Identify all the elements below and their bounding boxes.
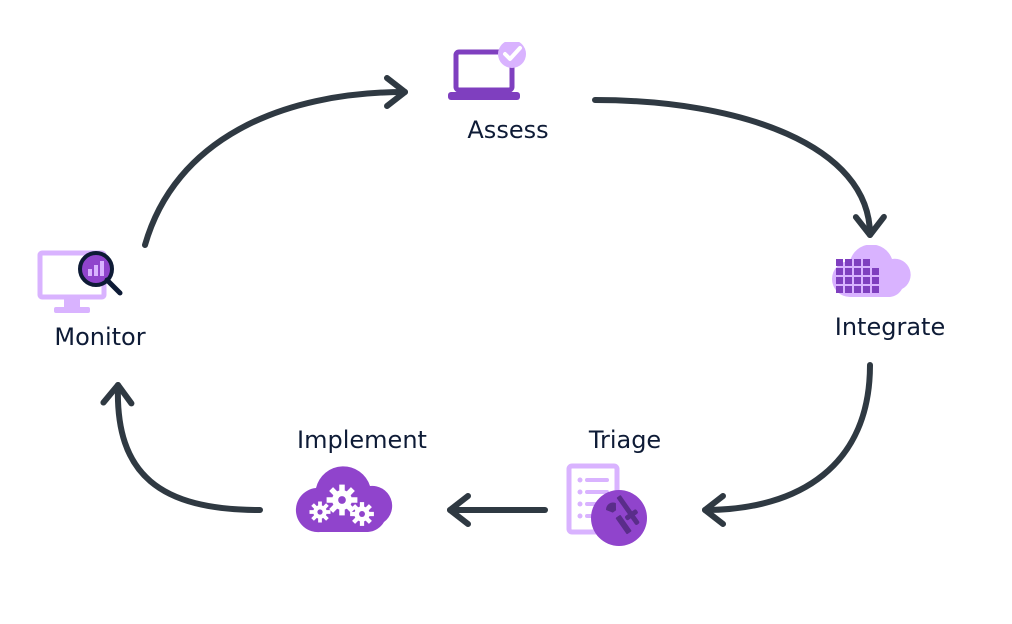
clipboard-tools-icon <box>555 460 655 550</box>
node-assess-label: Assess <box>438 116 578 144</box>
monitor-chart-icon <box>30 245 130 317</box>
cloud-grid-icon <box>820 245 920 307</box>
arrow-integrate-to-triage <box>705 365 870 510</box>
node-integrate: Integrate <box>820 245 960 341</box>
arrow-monitor-to-assess <box>145 92 405 245</box>
node-implement-label: Implement <box>282 426 442 454</box>
node-integrate-label: Integrate <box>820 313 960 341</box>
node-monitor: Monitor <box>30 245 170 351</box>
node-implement: Implement <box>282 420 442 544</box>
cycle-diagram: Assess Integrate Triage <box>0 0 1012 624</box>
laptop-check-icon <box>438 42 538 110</box>
node-assess: Assess <box>438 42 578 144</box>
cloud-gears-icon <box>282 460 402 544</box>
node-monitor-label: Monitor <box>30 323 170 351</box>
node-triage-label: Triage <box>555 426 695 454</box>
arrow-assess-to-integrate <box>595 100 870 235</box>
arrow-implement-to-monitor <box>118 385 260 510</box>
node-triage: Triage <box>555 420 695 550</box>
